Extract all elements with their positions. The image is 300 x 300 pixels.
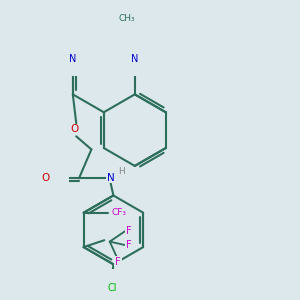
- Text: F: F: [115, 256, 121, 267]
- Text: O: O: [42, 173, 50, 183]
- Text: Cl: Cl: [107, 284, 117, 293]
- Text: F: F: [126, 240, 132, 250]
- Text: CF₃: CF₃: [111, 208, 126, 217]
- Text: CH₃: CH₃: [119, 14, 135, 23]
- Text: O: O: [71, 124, 79, 134]
- Text: H: H: [118, 167, 125, 176]
- Text: N: N: [131, 54, 139, 64]
- Text: N: N: [69, 54, 76, 64]
- Text: F: F: [126, 226, 132, 236]
- Text: N: N: [107, 172, 115, 183]
